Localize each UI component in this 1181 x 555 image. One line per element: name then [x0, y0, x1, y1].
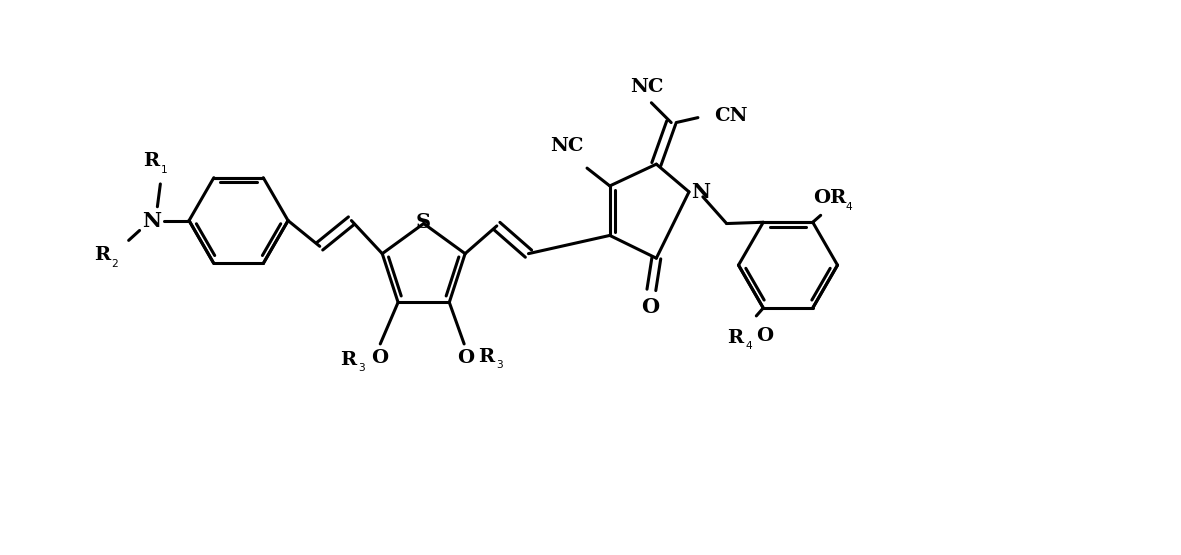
Text: $_4$: $_4$ [745, 337, 753, 352]
Text: R: R [143, 152, 159, 170]
Text: NC: NC [629, 78, 664, 96]
Text: R: R [93, 246, 110, 264]
Text: O: O [756, 327, 772, 345]
Text: N: N [142, 210, 161, 230]
Text: N: N [691, 182, 711, 202]
Text: R: R [727, 329, 744, 347]
Text: OR: OR [813, 189, 847, 208]
Text: $_2$: $_2$ [111, 255, 119, 270]
Text: R: R [340, 351, 357, 369]
Text: S: S [416, 211, 431, 231]
Text: CN: CN [713, 107, 748, 125]
Text: O: O [641, 297, 659, 317]
Text: $_4$: $_4$ [846, 198, 854, 213]
Text: $_1$: $_1$ [161, 160, 168, 175]
Text: R: R [478, 348, 494, 366]
Text: O: O [371, 349, 387, 367]
Text: $_3$: $_3$ [496, 356, 504, 371]
Text: NC: NC [550, 137, 583, 155]
Text: O: O [457, 349, 475, 367]
Text: $_3$: $_3$ [358, 359, 366, 374]
